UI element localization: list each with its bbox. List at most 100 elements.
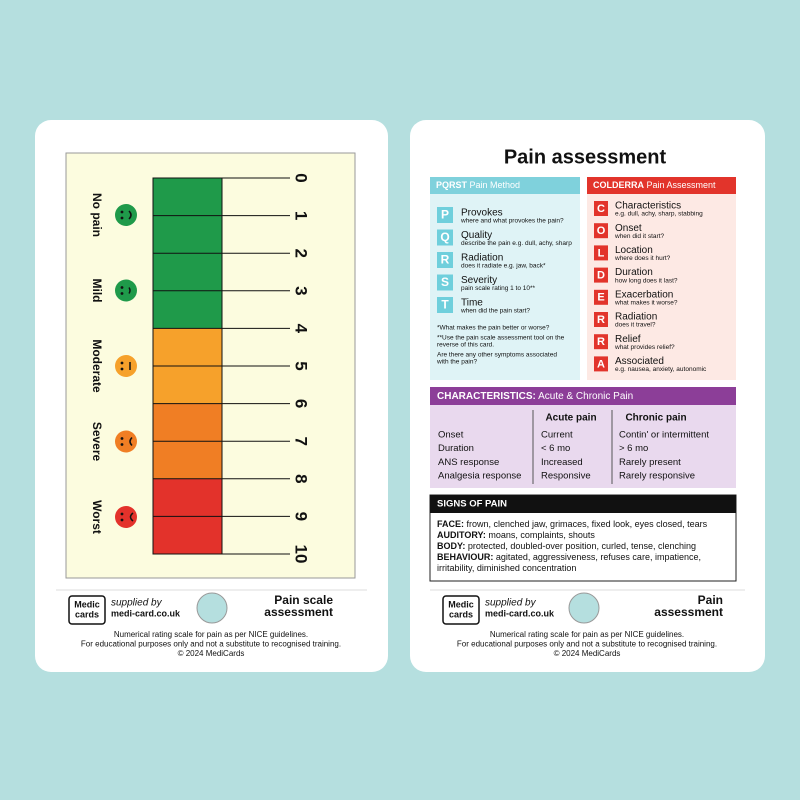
face-eye [120,512,124,516]
scale-segment [153,516,222,555]
item-desc: what makes it worse? [614,300,678,307]
text-part: Acute & Chronic Pain [538,391,633,402]
item-title: Onset [615,223,642,234]
url: medi-card.co.uk [111,608,181,618]
letter: L [598,247,605,259]
face-eye [120,210,124,214]
note: reverse of this card. [437,342,494,349]
footer-text: For educational purposes only and not a … [81,640,341,649]
letter-box [594,312,608,327]
letter-box [594,223,608,239]
face [115,204,137,226]
column-header: Acute pain [545,413,596,424]
letter: O [597,225,606,237]
text-part: Pain Method [470,180,521,190]
level-label: Mild [90,279,104,303]
footer-text: For educational purposes only and not a … [457,640,717,649]
level-label: Severe [90,422,104,462]
characteristics-header [430,387,736,405]
face [115,279,137,302]
letter-box [594,267,608,283]
table-cell: Current [541,430,573,441]
item-desc: when did it start? [614,233,665,240]
pqrst-header [430,177,580,194]
card-title: assessment [654,605,723,619]
face-eye [120,216,124,220]
item-title: Location [615,245,653,256]
logo-text: Medic [448,599,474,609]
letter: Q [440,230,449,244]
scale-number: 3 [292,286,311,295]
text-part: Pain Assessment [647,180,717,190]
scale-segment [153,441,222,480]
scale-segment [153,290,222,329]
signs-line: BODY: protected, doubled-over position, … [437,541,696,551]
text-part: CHARACTERISTICS: [437,391,536,402]
scale-number: 9 [292,512,311,521]
face [115,506,137,528]
footer-text: Numerical rating scale for pain as per N… [490,630,684,639]
item-desc: pain scale rating 1 to 10** [461,285,536,292]
letter-box [594,356,608,372]
scale-number: 5 [292,361,311,370]
face-eye [120,361,124,365]
table-cell: Duration [438,443,474,454]
letter: A [597,358,605,370]
note: **Use the pain scale assessment tool on … [437,335,565,342]
table-cell: ANS response [438,457,499,468]
scale-segment [153,215,222,254]
item-title: Characteristics [615,201,681,212]
letter: R [597,314,605,326]
note: *What makes the pain better or worse? [437,325,550,332]
letter-box [594,201,608,216]
text-part: AUDITORY: [437,530,486,540]
item-desc: where and what provokes the pain? [460,218,564,225]
logo [442,595,480,625]
footer-text: Numerical rating scale for pain as per N… [114,630,308,639]
letter-box [437,252,453,268]
item-title: Duration [615,267,653,278]
text-part: agitated, aggressiveness, refuses care, … [496,552,701,562]
letter: S [441,275,449,289]
face-eye [120,437,124,440]
scale-segment [153,253,222,292]
logo [68,595,106,625]
scale-number: 4 [292,324,311,334]
supplied-by: supplied by [485,598,537,609]
table-cell: Increased [541,457,583,468]
face-eye [120,518,124,522]
item-title: Provokes [461,208,503,219]
level-label: Moderate [90,339,104,393]
item-desc: what provides relief? [614,344,675,351]
scale-segment [153,178,222,217]
item-title: Time [461,298,483,309]
section-header: PQRST Pain Method [436,180,520,190]
card-title: Pain [698,593,723,607]
letter: P [441,208,449,222]
level-label: Worst [90,500,104,534]
url: medi-card.co.uk [485,608,555,618]
title: Pain assessment [504,146,667,168]
scale-segment [153,478,222,517]
text-part: irritability, diminished concentration [437,563,576,573]
level-label: No pain [90,193,104,237]
punch-hole [196,592,228,624]
colderra-header [587,177,736,194]
letter-box [437,297,453,313]
face-mouth [128,287,131,294]
face-eye [120,286,124,289]
colderra-box [587,177,736,380]
signs-line: FACE: frown, clenched jaw, grimaces, fix… [437,519,708,529]
letter-box [594,245,608,261]
text-part: BODY: [437,541,465,551]
scale-number: 0 [292,173,311,182]
item-title: Quality [461,230,492,241]
supplied-by: supplied by [111,598,163,609]
note: Are there any other symptoms associated [437,352,557,359]
punch-hole [568,592,600,624]
letter: C [597,203,605,215]
scale-number: 7 [292,436,311,445]
table-cell: Contin' or intermittent [619,430,709,441]
